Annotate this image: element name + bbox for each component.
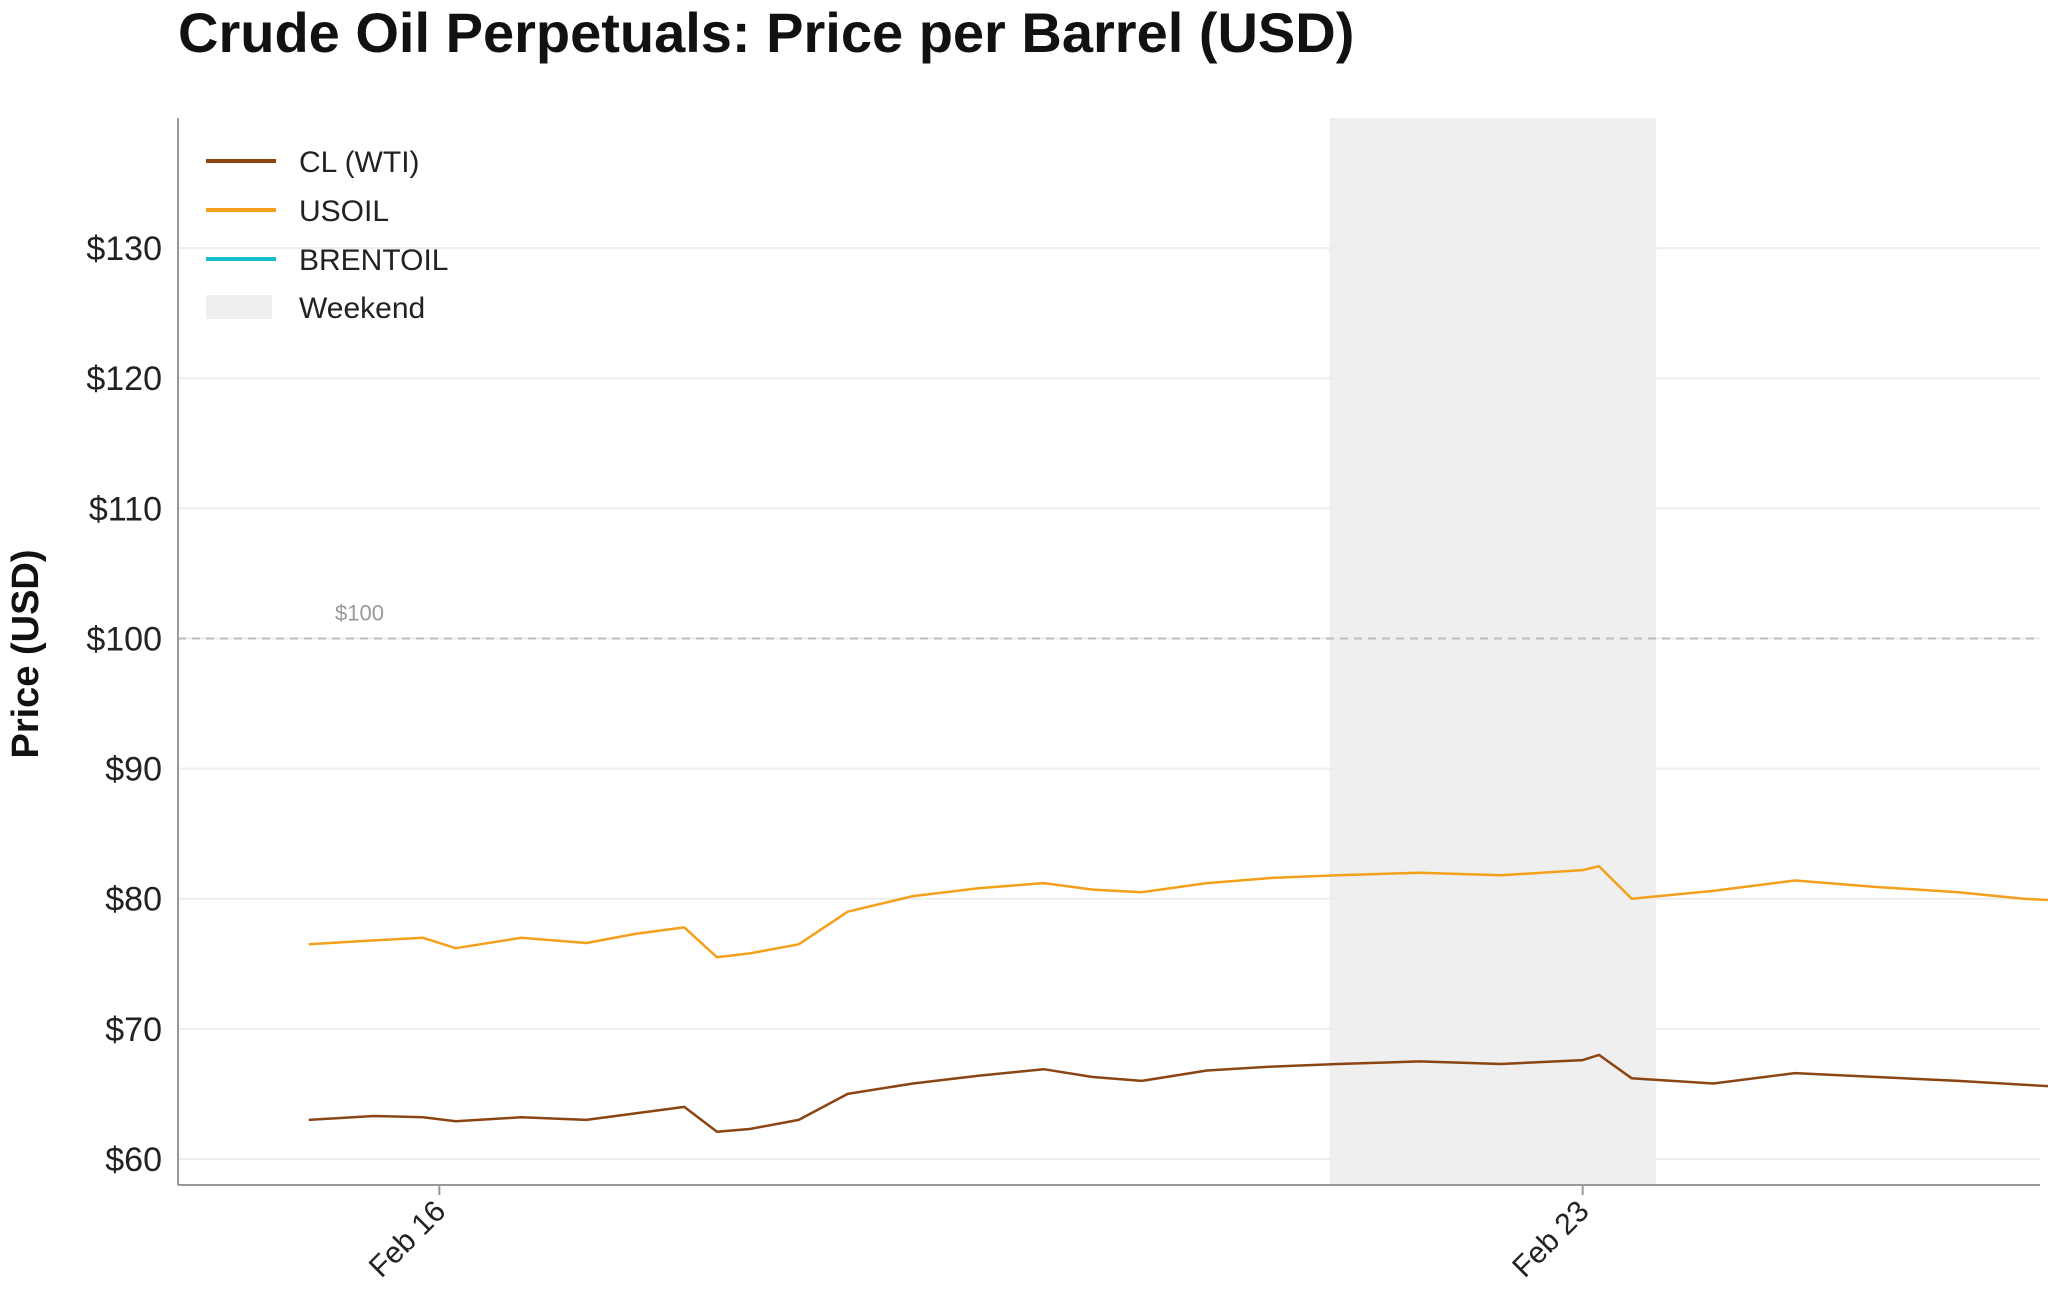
- y-tick-label-90: $90: [105, 751, 162, 789]
- legend-label-brentoil: BRENTOIL: [299, 244, 449, 277]
- y-tick-label-60: $60: [105, 1141, 162, 1179]
- axes-layer: [178, 118, 2040, 1185]
- y-tick-label-70: $70: [105, 1011, 162, 1049]
- x-tick-label-1: Feb 16: [363, 1195, 452, 1284]
- series-layer: [309, 183, 2048, 1132]
- grid-layer: [178, 248, 2040, 1159]
- legend: CL (WTI) USOIL BRENTOIL Weekend: [206, 146, 449, 325]
- y-tick-labels: $60 $70 $80 $90 $100 $110 $120 $130: [86, 230, 162, 1179]
- series-line-usoil: [309, 183, 2048, 957]
- y-tick-label-110: $110: [89, 490, 162, 528]
- series-line-cl-wti: [309, 430, 2048, 1131]
- legend-label-weekend: Weekend: [299, 292, 425, 325]
- weekend-band-1: [1330, 118, 1657, 1185]
- y-axis-label: Price (USD): [5, 549, 47, 758]
- y-tick-label-120: $120: [86, 360, 162, 398]
- weekend-layer: [1330, 118, 2048, 1185]
- reference-line-layer: $100: [178, 600, 2040, 638]
- y-tick-label-80: $80: [105, 881, 162, 919]
- reference-line-label: $100: [335, 600, 384, 625]
- y-tick-label-130: $130: [86, 230, 162, 268]
- chart-title: Crude Oil Perpetuals: Price per Barrel (…: [178, 1, 1354, 64]
- legend-swatch-weekend: [206, 295, 272, 319]
- legend-label-usoil: USOIL: [299, 195, 389, 228]
- legend-label-cl-wti: CL (WTI): [299, 146, 420, 179]
- x-tick-label-2: Feb 23: [1506, 1195, 1595, 1284]
- y-tick-label-100: $100: [86, 620, 162, 658]
